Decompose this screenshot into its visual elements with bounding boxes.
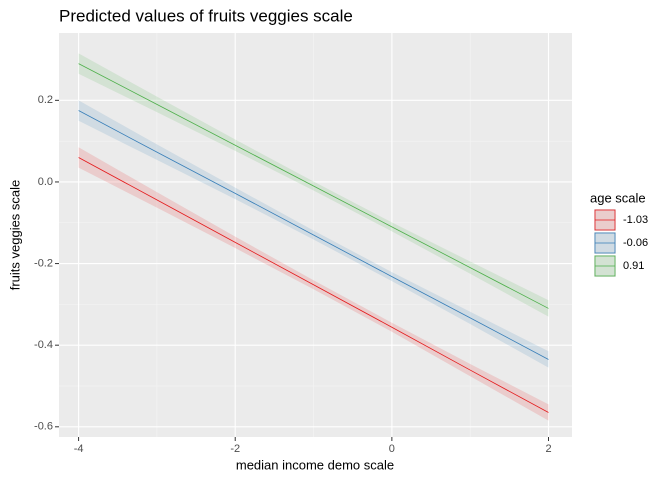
chart-title: Predicted values of fruits veggies scale <box>59 6 353 25</box>
x-axis-label: median income demo scale <box>236 457 394 472</box>
x-tick-label: -4 <box>74 443 84 455</box>
x-tick-label: -2 <box>230 443 240 455</box>
legend-title: age scale <box>590 190 646 205</box>
legend-label: -1.03 <box>623 214 648 226</box>
legend-label: 0.91 <box>623 260 644 272</box>
y-tick-label: -0.4 <box>34 339 53 351</box>
legend-label: -0.06 <box>623 237 648 249</box>
confidence-band <box>78 53 549 317</box>
series-line <box>78 63 549 309</box>
x-tick-label: 0 <box>389 443 395 455</box>
y-tick-label: 0.2 <box>38 94 53 106</box>
x-tick-label: 2 <box>545 443 551 455</box>
series-line <box>78 157 549 413</box>
y-axis-label: fruits veggies scale <box>7 180 22 291</box>
y-tick-label: -0.2 <box>34 257 53 269</box>
y-tick-label: -0.6 <box>34 421 53 433</box>
confidence-band <box>78 100 549 368</box>
y-tick-label: 0.0 <box>38 176 53 188</box>
series-line <box>78 110 549 360</box>
confidence-band <box>78 147 549 421</box>
